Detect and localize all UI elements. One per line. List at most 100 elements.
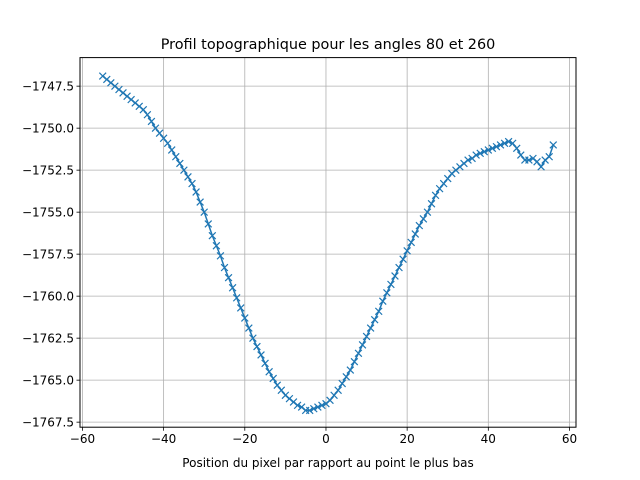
data-point-marker (155, 129, 164, 138)
data-point-marker (269, 374, 278, 383)
y-tick-label: −1752.5 (22, 163, 74, 177)
data-point-marker (350, 357, 359, 366)
data-point-marker (188, 179, 196, 188)
data-point-marker (257, 351, 265, 359)
data-point-marker (196, 198, 204, 206)
data-point-marker (293, 401, 302, 410)
data-point-marker (338, 379, 347, 388)
data-point-marker (537, 162, 545, 171)
data-point-marker (163, 139, 172, 148)
data-point-marker (318, 401, 326, 410)
data-point-marker (472, 151, 480, 159)
data-point-marker (204, 220, 213, 228)
x-axis-label: Position du pixel par rapport au point l… (182, 456, 473, 470)
y-tick-label: −1750.0 (22, 121, 74, 135)
data-point-marker (411, 230, 420, 238)
grid (80, 57, 576, 428)
data-point-marker (549, 141, 558, 149)
data-point-marker (159, 134, 168, 143)
data-point-marker (208, 231, 217, 240)
y-tick-label: −1757.5 (22, 247, 74, 261)
data-point-marker (403, 246, 411, 255)
data-point-marker (525, 156, 533, 164)
data-point-marker (516, 151, 525, 159)
data-point-marker (496, 141, 505, 149)
data-point-marker (354, 349, 363, 358)
data-point-marker (180, 166, 188, 174)
data-point-marker (512, 144, 521, 153)
data-point-marker (508, 139, 517, 148)
x-tick-label: 20 (400, 432, 415, 446)
data-point-marker (383, 288, 391, 297)
data-point-marker (346, 366, 355, 374)
data-point-marker (249, 334, 257, 342)
data-point-marker (167, 146, 176, 154)
data-point-marker (151, 124, 160, 132)
y-tick-label: −1747.5 (22, 79, 74, 93)
data-point-marker (236, 304, 245, 312)
data-point-marker (370, 315, 379, 324)
data-point-marker (488, 144, 497, 153)
data-point-marker (476, 149, 485, 158)
data-point-marker (358, 341, 367, 349)
data-point-marker (176, 159, 184, 168)
y-tick-label: −1762.5 (22, 331, 74, 345)
data-point-marker (435, 184, 444, 193)
data-point-marker (391, 272, 399, 280)
x-tick-label: −40 (151, 432, 176, 446)
x-tick-label: 0 (322, 432, 330, 446)
data-point-marker (326, 396, 334, 405)
data-point-marker (342, 372, 351, 381)
data-point-marker (192, 188, 200, 196)
data-point-marker (309, 404, 318, 413)
data-point-marker (545, 152, 554, 161)
data-point-marker (171, 152, 180, 161)
x-tick-label: 60 (562, 432, 577, 446)
y-tick-label: −1765.0 (22, 373, 74, 387)
data-point-marker (232, 294, 241, 302)
data-point-marker (240, 314, 249, 322)
data-point-marker (423, 208, 432, 216)
data-point-marker (464, 156, 472, 164)
y-axis: −1747.5 −1750.0 −1752.5 −1755.0 −1757.5 −1760… (22, 79, 80, 429)
data-point-marker (427, 199, 436, 208)
data-point-marker (147, 117, 156, 126)
data-point-marker (415, 221, 424, 230)
data-point-marker (143, 110, 152, 119)
data-point-marker (500, 139, 509, 148)
y-tick-label: −1760.0 (22, 289, 74, 303)
data-point-marker (253, 342, 261, 351)
data-point-marker (439, 179, 448, 188)
data-point-marker (533, 157, 541, 166)
data-point-marker (407, 238, 416, 247)
data-point-marker (330, 391, 338, 400)
data-point-marker (387, 280, 395, 289)
x-tick-label: 40 (481, 432, 496, 446)
data-point-marker (480, 147, 489, 156)
data-point-marker (200, 208, 209, 216)
data-point-marker (395, 263, 403, 272)
data-point-marker (212, 241, 221, 250)
data-point-marker (362, 332, 371, 341)
plot-frame (79, 57, 577, 428)
data-point-marker (305, 406, 314, 415)
data-point-marker (504, 137, 513, 146)
data-point-marker (245, 324, 253, 332)
x-tick-label: −20 (232, 432, 257, 446)
data-point-marker (261, 359, 269, 368)
series-layer (98, 72, 558, 415)
data-point-marker (419, 215, 428, 223)
data-point-marker (265, 367, 273, 376)
data-point-marker (273, 381, 282, 390)
data-point-marker (334, 386, 342, 395)
chart-title: Profil topographique pour les angles 80 … (161, 37, 496, 53)
x-axis: −60 −40 −20 0 20 40 60 (70, 427, 577, 446)
data-point-marker (139, 105, 148, 114)
data-point-marker (374, 307, 383, 316)
data-point-marker (216, 252, 225, 260)
data-point-marker (378, 297, 387, 306)
data-point-marker (366, 324, 375, 332)
data-point-marker (184, 173, 192, 181)
data-point-marker (228, 283, 237, 292)
